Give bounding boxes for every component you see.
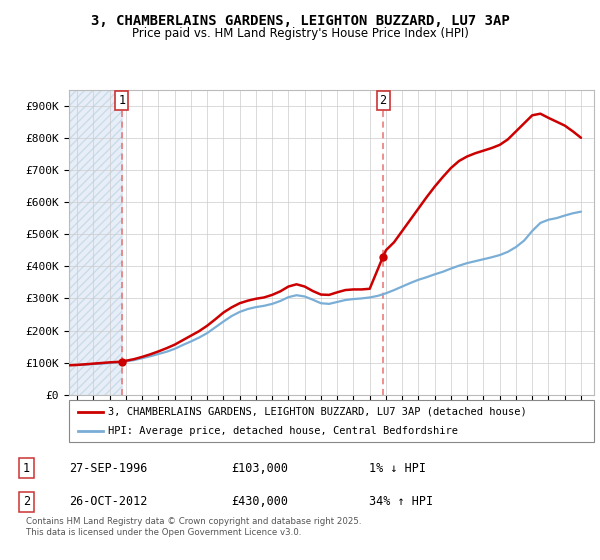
Text: 27-SEP-1996: 27-SEP-1996: [70, 462, 148, 475]
Text: £103,000: £103,000: [231, 462, 288, 475]
Text: 1: 1: [23, 462, 30, 475]
Text: 1: 1: [118, 94, 125, 107]
Text: £430,000: £430,000: [231, 495, 288, 508]
Bar: [69, 90, 122, 395]
Text: 2: 2: [379, 94, 386, 107]
FancyBboxPatch shape: [69, 400, 594, 442]
Text: 26-OCT-2012: 26-OCT-2012: [70, 495, 148, 508]
Text: 34% ↑ HPI: 34% ↑ HPI: [369, 495, 433, 508]
Text: 3, CHAMBERLAINS GARDENS, LEIGHTON BUZZARD, LU7 3AP (detached house): 3, CHAMBERLAINS GARDENS, LEIGHTON BUZZAR…: [109, 407, 527, 417]
Text: Contains HM Land Registry data © Crown copyright and database right 2025.
This d: Contains HM Land Registry data © Crown c…: [26, 517, 362, 536]
Text: HPI: Average price, detached house, Central Bedfordshire: HPI: Average price, detached house, Cent…: [109, 426, 458, 436]
Text: 2: 2: [23, 495, 30, 508]
Text: 1% ↓ HPI: 1% ↓ HPI: [369, 462, 426, 475]
Text: Price paid vs. HM Land Registry's House Price Index (HPI): Price paid vs. HM Land Registry's House …: [131, 27, 469, 40]
Bar: [69, 90, 122, 395]
Text: 3, CHAMBERLAINS GARDENS, LEIGHTON BUZZARD, LU7 3AP: 3, CHAMBERLAINS GARDENS, LEIGHTON BUZZAR…: [91, 14, 509, 28]
